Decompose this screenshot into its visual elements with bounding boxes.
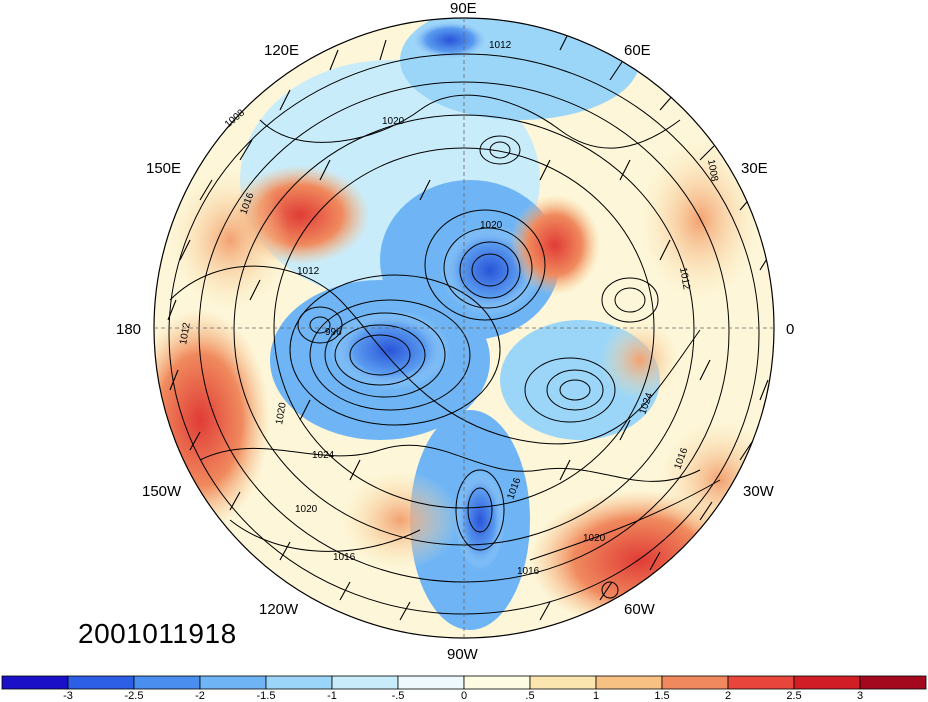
colorbar-tick-label: -3 [63,690,73,702]
contour-label: 1024 [312,450,335,461]
colorbar-swatch [1,675,69,690]
lon-label-180: 180 [116,321,141,338]
colorbar-swatch [199,675,267,690]
colorbar-swatch [397,675,465,690]
colorbar-tick-label: 1.5 [654,690,669,702]
contour-label: 1020 [274,401,289,425]
colorbar-tick-label: -1.5 [257,690,276,702]
contour-label: 1020 [295,504,318,515]
colorbar-swatch [595,675,663,690]
colorbar-tick-label: 2.5 [786,690,801,702]
contour-label: 1012 [297,266,320,277]
colorbar: -3 -2.5 -2 -1.5 -1 -.5 0 .5 1 1.5 2 2.5 3 [1,675,927,702]
wind-barbs [167,29,771,621]
lon-label-60e: 60E [624,42,651,59]
contour-label: 1012 [489,40,512,51]
colorbar-tick-label: 0 [461,690,467,702]
contour-label: 1016 [333,552,356,563]
colorbar-swatch [133,675,201,690]
graticule [154,18,774,638]
colorbar-tick-label: 2 [725,690,731,702]
colorbar-tick-label: .5 [525,690,534,702]
lon-label-120w: 120W [259,601,299,618]
colorbar-tick-label: 1 [593,690,599,702]
contour-label: 1008 [705,159,720,183]
colorbar-swatch [265,675,333,690]
lon-label-0: 0 [786,321,794,338]
colorbar-tick-label: -.5 [392,690,405,702]
lon-label-30w: 30W [743,483,775,500]
colorbar-swatch [661,675,729,690]
contour-label: 1020 [480,220,503,231]
colorbar-swatch [463,675,531,690]
lon-label-150w: 150W [142,483,182,500]
contour-label: 1016 [517,566,540,577]
contour-label: 1020 [382,116,405,127]
lon-label-90e: 90E [450,0,477,17]
contour-label: 1012 [677,267,692,291]
colorbar-swatch [67,675,135,690]
lon-label-150e: 150E [146,160,181,177]
lon-label-60w: 60W [624,601,656,618]
colorbar-tick-label: -2 [195,690,205,702]
colorbar-tick-label: -1 [327,690,337,702]
contour-label: 1020 [583,533,606,544]
lon-label-90w: 90W [447,646,479,663]
colorbar-swatch [727,675,795,690]
timestamp-label: 2001011918 [78,618,237,649]
colorbar-tick-label: 3 [857,690,863,702]
contour-labels: 1012 1008 1020 1016 1024 996 1008 1012 1… [178,40,720,577]
lon-label-30e: 30E [741,160,768,177]
colorbar-swatch [859,675,927,690]
colorbar-swatch [331,675,399,690]
contour-label: 1012 [178,321,193,345]
contour-label: 996 [325,327,342,338]
lon-label-120e: 120E [264,42,299,59]
colorbar-tick-label: -2.5 [125,690,144,702]
colorbar-swatch [793,675,861,690]
colorbar-swatch [529,675,597,690]
